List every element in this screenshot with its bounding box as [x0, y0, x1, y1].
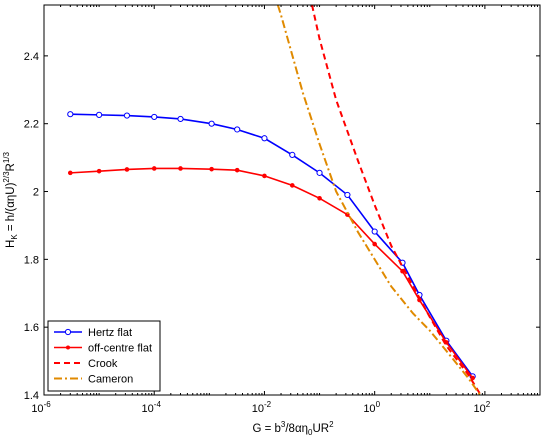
axes: 1.4 1.6 1.8 2 2.2 2.4 10-6 10-4 10-2 100 102 — [24, 5, 541, 415]
series-point-0 — [289, 151, 296, 158]
series-point-0 — [371, 228, 378, 235]
series-point-1 — [209, 166, 214, 172]
series-point-0 — [261, 135, 268, 142]
series-line-3 — [276, 5, 482, 395]
series-point-0 — [177, 115, 184, 123]
y-axis-label: HK = h/(αηU)2/3R1/3 — [2, 151, 19, 247]
legend-label: Hertz flat — [88, 327, 132, 339]
x-tick-label: 102 — [474, 400, 491, 415]
series-point-1 — [317, 196, 322, 201]
series-point-1 — [470, 375, 475, 381]
y-tick-label: 1.6 — [24, 322, 39, 334]
y-tick-label: 1.4 — [24, 390, 39, 402]
y-tick-label: 2 — [33, 187, 39, 199]
legend-marker — [64, 328, 72, 336]
series-point-0 — [96, 111, 103, 118]
series-point-0 — [234, 126, 241, 133]
series-point-0 — [344, 191, 351, 199]
series-point-1 — [151, 166, 157, 171]
series-point-1 — [67, 170, 73, 176]
axes-frame — [43, 4, 541, 396]
series-line-0 — [70, 113, 474, 377]
series-point-1 — [178, 166, 183, 171]
x-axis-label: G = b3/8αη0UR2 — [252, 420, 334, 437]
series-layer — [67, 5, 482, 395]
x-tick-label: 100 — [363, 400, 380, 415]
series-point-1 — [372, 241, 377, 247]
series-point-0 — [151, 113, 158, 121]
legend-marker — [66, 345, 70, 350]
x-tick-label: 10-6 — [31, 400, 51, 415]
series-point-1 — [96, 168, 102, 174]
legend-label: Crook — [88, 358, 118, 370]
y-tick-label: 1.8 — [24, 254, 39, 266]
series-line-1 — [70, 167, 474, 379]
x-tick-label: 10-4 — [142, 400, 162, 415]
plot-frame — [43, 4, 541, 396]
series-point-1 — [234, 167, 240, 173]
series-point-0 — [67, 111, 74, 118]
y-tick-label: 2.2 — [24, 119, 39, 131]
series-point-0 — [123, 112, 131, 119]
series-point-1 — [124, 167, 130, 172]
x-tick-label: 10-2 — [252, 400, 272, 415]
series-point-0 — [316, 169, 323, 176]
legend-label: off-centre flat — [88, 343, 152, 355]
series-point-0 — [208, 120, 215, 127]
legend-label: Cameron — [88, 374, 133, 386]
legend: Hertz flat off-centre flat Crook Cameron — [47, 320, 161, 392]
series-line-2 — [311, 5, 482, 395]
series-point-1 — [262, 173, 267, 179]
y-tick-label: 2.4 — [24, 51, 39, 63]
series-point-1 — [289, 183, 295, 188]
